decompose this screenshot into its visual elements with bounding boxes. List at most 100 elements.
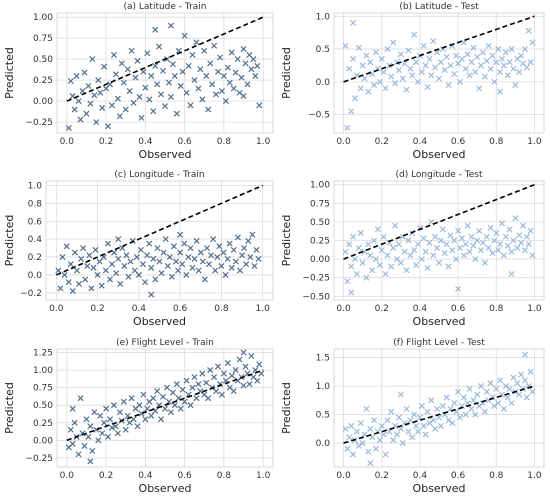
data-point bbox=[395, 414, 402, 421]
y-tick-label: −0.25 bbox=[302, 274, 330, 284]
x-tick-label: 0.2 bbox=[99, 137, 113, 147]
data-point bbox=[357, 85, 364, 92]
data-point bbox=[453, 52, 460, 59]
data-point bbox=[384, 417, 391, 424]
data-point bbox=[234, 234, 241, 241]
data-point bbox=[418, 68, 425, 76]
data-point bbox=[355, 442, 362, 449]
data-point bbox=[172, 258, 180, 265]
y-tick-label: 1.5 bbox=[316, 354, 330, 364]
data-point bbox=[208, 252, 215, 259]
data-point bbox=[403, 86, 410, 93]
data-point bbox=[152, 26, 159, 33]
x-axis-label: Observed bbox=[139, 482, 192, 495]
data-point bbox=[230, 246, 237, 253]
data-point bbox=[93, 426, 100, 433]
x-axis-label: Observed bbox=[133, 315, 186, 328]
data-point bbox=[476, 227, 483, 234]
data-point bbox=[191, 255, 198, 262]
data-point bbox=[211, 374, 218, 381]
data-point bbox=[210, 236, 217, 243]
data-point bbox=[460, 252, 467, 259]
data-point bbox=[456, 78, 464, 85]
data-point bbox=[443, 53, 450, 60]
data-point bbox=[367, 459, 374, 467]
data-point bbox=[384, 252, 391, 259]
data-point bbox=[136, 402, 143, 409]
x-tick-label: 0.6 bbox=[451, 137, 466, 147]
reference-line bbox=[66, 16, 264, 102]
data-point bbox=[395, 67, 402, 74]
y-tick-label: 0.75 bbox=[33, 34, 53, 44]
data-point bbox=[344, 445, 351, 452]
data-point bbox=[67, 77, 74, 84]
data-point bbox=[483, 233, 490, 240]
data-point bbox=[220, 72, 227, 79]
data-point bbox=[441, 67, 448, 74]
data-point bbox=[529, 252, 536, 259]
y-tick-label: 1.0 bbox=[316, 382, 331, 392]
data-point bbox=[481, 408, 488, 415]
data-point bbox=[123, 252, 130, 259]
data-point bbox=[504, 72, 511, 79]
data-point bbox=[239, 252, 246, 259]
data-point bbox=[397, 259, 404, 266]
data-point bbox=[238, 74, 245, 81]
data-point bbox=[214, 68, 222, 75]
data-point bbox=[108, 424, 116, 431]
data-point bbox=[114, 95, 121, 102]
data-point bbox=[183, 89, 190, 96]
data-point bbox=[160, 249, 167, 256]
data-point bbox=[474, 53, 481, 60]
y-axis-label: Predicted bbox=[280, 215, 293, 267]
data-point bbox=[487, 224, 494, 231]
data-point bbox=[367, 425, 374, 432]
data-point bbox=[181, 32, 188, 39]
data-point bbox=[112, 71, 119, 78]
x-tick-label: 0.0 bbox=[336, 137, 351, 147]
x-tick-label: 0.4 bbox=[413, 304, 428, 314]
data-point bbox=[483, 57, 490, 64]
data-point bbox=[213, 91, 220, 98]
data-point bbox=[508, 400, 515, 407]
data-point bbox=[508, 270, 515, 277]
data-point bbox=[136, 93, 143, 100]
data-point bbox=[134, 57, 141, 64]
data-point bbox=[474, 391, 481, 398]
data-point bbox=[380, 68, 387, 76]
y-axis-label: Predicted bbox=[3, 47, 16, 99]
data-point bbox=[470, 397, 477, 404]
data-point bbox=[378, 55, 385, 62]
data-point bbox=[111, 249, 118, 256]
data-point bbox=[243, 261, 250, 268]
data-point bbox=[468, 59, 475, 66]
data-point bbox=[206, 261, 213, 268]
data-point bbox=[502, 383, 509, 390]
data-point bbox=[466, 248, 473, 255]
data-point bbox=[462, 65, 469, 72]
data-point bbox=[199, 258, 206, 265]
data-point bbox=[113, 270, 120, 277]
data-point bbox=[443, 394, 450, 401]
data-point bbox=[139, 261, 147, 268]
subplot-title: (f) Flight Level - Test bbox=[393, 338, 485, 348]
data-point bbox=[371, 82, 378, 89]
data-point bbox=[353, 270, 360, 277]
data-point bbox=[458, 235, 465, 242]
y-tick-label: 1.0 bbox=[316, 12, 331, 22]
data-point bbox=[236, 356, 243, 363]
data-point bbox=[365, 88, 372, 95]
data-point bbox=[89, 56, 96, 63]
data-point bbox=[393, 59, 401, 66]
x-tick-label: 0.4 bbox=[132, 304, 147, 314]
data-point bbox=[485, 244, 492, 251]
data-point bbox=[527, 59, 534, 66]
data-point bbox=[525, 241, 532, 248]
data-point bbox=[476, 402, 483, 410]
data-point bbox=[232, 69, 239, 76]
data-point bbox=[363, 405, 370, 412]
data-point bbox=[254, 62, 261, 69]
data-point bbox=[441, 250, 448, 257]
data-point bbox=[382, 85, 389, 92]
data-point bbox=[177, 231, 184, 238]
